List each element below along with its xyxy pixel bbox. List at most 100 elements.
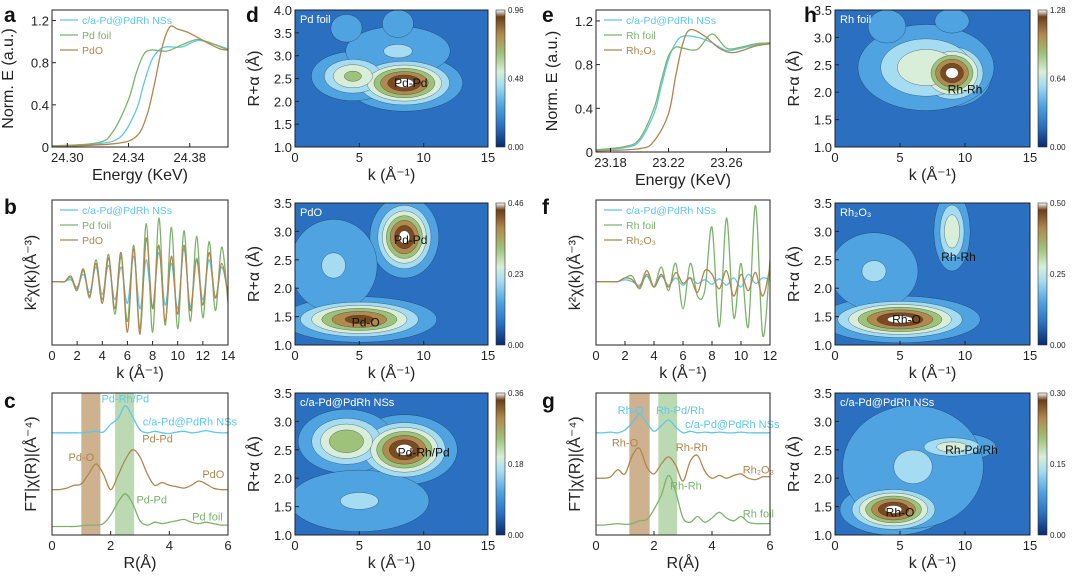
y-axis-label: k²χ(k)(Å⁻³)	[21, 235, 40, 310]
x-tick-label: 5	[356, 538, 363, 553]
y-tick-label: 0.8	[575, 58, 593, 73]
plot-frame	[294, 202, 489, 346]
colorbar-tick-label: 0.00	[1050, 531, 1066, 540]
y-axis-label: k²χ(k)(Å⁻³)	[565, 235, 584, 310]
heatmap-peak-2-level	[867, 10, 907, 44]
heatmap-peak-2-level	[339, 492, 379, 510]
y-tick-label: 2.0	[814, 471, 832, 486]
heatmap-peak-2-level	[321, 252, 346, 279]
x-tick-label: 24.38	[173, 150, 206, 165]
series-line-c-a-pd-pdrh-nss	[596, 35, 770, 151]
y-tick-label: 3.5	[274, 196, 292, 211]
y-axis-label: R+α (Å)	[784, 436, 803, 492]
x-axis-label: k (Å⁻¹)	[909, 363, 957, 382]
x-tick-label: 8	[149, 348, 156, 363]
x-tick-label: 10	[416, 538, 430, 553]
y-axis-label: Norm. E (a.u.)	[544, 31, 561, 131]
peak-annotation: Pd foil	[192, 512, 223, 524]
x-tick-label: 0	[831, 538, 838, 553]
peak-annotation: Rh foil	[743, 509, 774, 521]
legend-label: c/a-Pd@PdRh NSs	[626, 15, 716, 27]
plot-frame	[51, 9, 229, 148]
colorbar-tick-label: 0.15	[1050, 460, 1066, 469]
x-tick-label: 0	[291, 348, 298, 363]
x-axis-label: Energy (KeV)	[635, 172, 731, 189]
y-tick-label: 3.0	[274, 49, 292, 64]
peak-annotation: Pd-Pd	[136, 495, 167, 507]
colorbar-tick-label: 0.30	[1050, 389, 1066, 398]
heatmap-contours	[311, 10, 463, 112]
x-tick-label: 4	[99, 348, 106, 363]
x-tick-label: 23.26	[710, 155, 743, 170]
peak-annotation: Rh-Rh	[948, 82, 983, 96]
peak-annotation: Rh-Rh	[670, 480, 702, 492]
y-axis-label: R+α (Å)	[784, 246, 803, 302]
x-tick-label: 5	[896, 348, 903, 363]
plot-frame	[51, 392, 229, 536]
peak-annotation: Rh₂O₃	[743, 465, 774, 477]
y-tick-label: 2.0	[274, 281, 292, 296]
colorbar-tick-label: 0.23	[508, 270, 524, 279]
panel-d: Pd foil Pd-Pd 0.96 0.48 0.00 0 5 10 15 1.0 1.5 2.0 2…	[244, 3, 524, 184]
legend-label: Pd foil	[82, 220, 111, 232]
plot-frame	[595, 9, 771, 153]
series-line-rh-foil	[596, 474, 770, 526]
peak-annotation: Pd-Rh/Pd	[398, 446, 450, 460]
x-tick-label: 24.30	[51, 150, 84, 165]
y-tick-label: 1.2	[575, 14, 593, 29]
peak-annotation: c/a-Pd@PdRh NSs	[143, 416, 238, 428]
series-line-rh-o-	[596, 447, 770, 482]
peak-annotation: Rh-Rh	[941, 250, 976, 264]
peak-annotation: Rh-Pd/Rh	[945, 443, 998, 457]
x-tick-label: 10	[734, 348, 748, 363]
heatmap-peak-1-level	[944, 214, 960, 249]
plot-frame	[834, 392, 1031, 536]
x-tick-label: 15	[481, 348, 495, 363]
panel-f: c/a-Pd@PdRh NSs Rh foil Rh₂O₃ 0 2 4 6 8 10 12 k (Å…	[542, 196, 777, 382]
colorbar-tick-label: 0.18	[508, 460, 524, 469]
x-tick-label: 0	[592, 348, 599, 363]
y-tick-label: 1.5	[274, 500, 292, 515]
x-tick-label: 4	[166, 538, 173, 553]
series-line-rh-o-	[596, 266, 770, 297]
panel-letter: c	[4, 390, 16, 413]
peak-annotation: Rh-O	[892, 312, 921, 326]
x-tick-label: 0	[48, 538, 55, 553]
peak-annotation: Rh-O	[886, 505, 915, 519]
y-tick-label: 3.0	[814, 224, 832, 239]
panel-d2: PdO Pd-Pd Pd-O 0.46 0.23 0.00 0 5 10 15 1.0 1.5 2.0 2…	[244, 196, 524, 382]
heatmap-peak-1-level	[329, 429, 364, 453]
peak-annotation: Pd-O	[352, 315, 380, 329]
colorbar	[1037, 202, 1048, 346]
panel-h3: c/a-Pd@PdRh NSs Rh-Pd/Rh Rh-O 0.30 0.15 0.00 0…	[784, 386, 1066, 572]
panel-a: c/a-Pd@PdRh NSs Pd foil PdO 24.30 24.34 24.38…	[0, 4, 229, 184]
peak-annotation: Pd-O	[68, 452, 94, 464]
peak-annotation: Rh-Rh	[676, 442, 708, 454]
plot-frame	[51, 199, 229, 346]
heatmap-peak-2-level	[861, 260, 887, 282]
x-tick-label: 2	[621, 348, 628, 363]
heatmap-contours	[839, 405, 997, 535]
y-tick-label: 2.5	[814, 253, 832, 268]
heatmap-title: Rh₂O₃	[840, 207, 871, 219]
plot-frame	[294, 392, 489, 536]
x-axis-label: k (Å⁻¹)	[368, 165, 416, 184]
x-tick-label: 23.18	[594, 155, 627, 170]
heatmap-peak-3-level	[330, 14, 363, 43]
x-tick-label: 6	[679, 348, 686, 363]
heatmap-contours	[835, 203, 981, 344]
heatmap-peak-0-level	[945, 67, 959, 79]
y-tick-label: 1.0	[274, 140, 292, 155]
y-tick-label: 2.0	[274, 471, 292, 486]
x-tick-label: 24.34	[112, 150, 145, 165]
heatmap-peak-1-level	[344, 70, 362, 82]
legend-label: c/a-Pd@PdRh NSs	[82, 15, 172, 27]
y-tick-label: 3.5	[814, 196, 832, 211]
panel-b: c/a-Pd@PdRh NSs Pd foil PdO 0 2 4 6 8 10 12 14 k (Å…	[4, 196, 235, 382]
legend-label: c/a-Pd@PdRh NSs	[82, 205, 172, 217]
heatmap-peak-0-level	[884, 505, 903, 514]
colorbar-tick-label: 0.25	[1050, 270, 1066, 279]
y-tick-label: 3.0	[814, 30, 832, 45]
y-tick-label: 4.0	[274, 3, 292, 18]
